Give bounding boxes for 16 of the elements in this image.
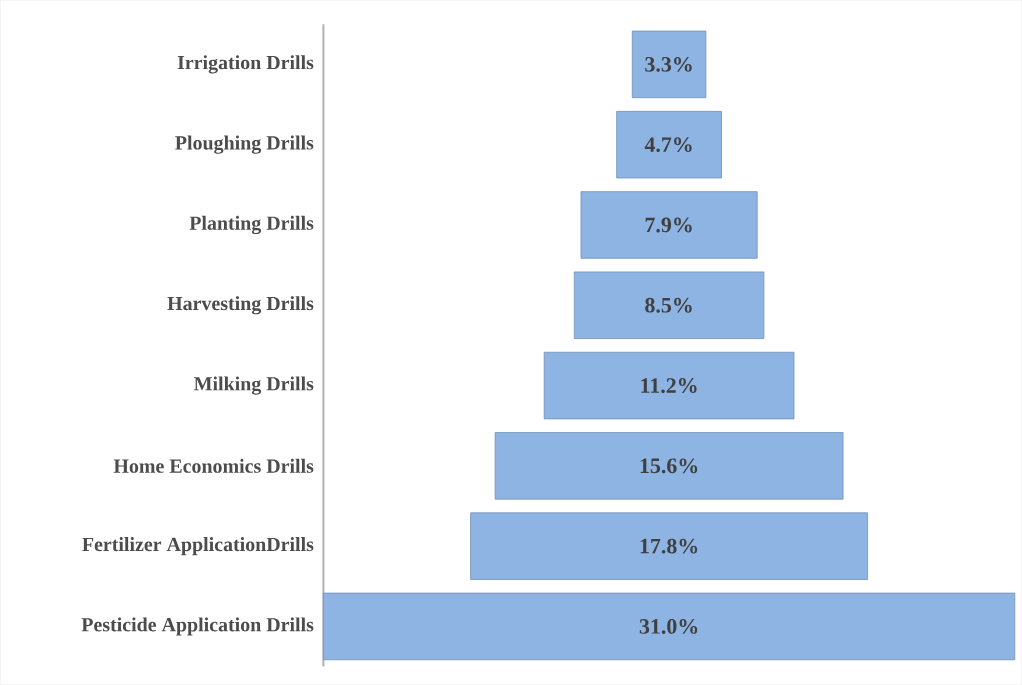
- category-label: Ploughing Drills: [175, 135, 314, 154]
- data-label: 15.6%: [640, 458, 698, 474]
- category-label: Harvesting Drills: [167, 296, 314, 315]
- category-label: Milking Drills: [194, 376, 314, 395]
- category-label: Planting Drills: [189, 215, 314, 235]
- data-label: 8.5%: [645, 297, 692, 313]
- data-label: 11.2%: [641, 378, 697, 394]
- category-label: Irrigation Drills: [177, 55, 314, 74]
- data-label: 4.7%: [644, 137, 692, 153]
- data-label: 3.3%: [645, 57, 692, 72]
- category-label: Pesticide Application Drills: [81, 617, 314, 636]
- data-label: 31.0%: [639, 619, 698, 634]
- data-label: 17.8%: [640, 538, 698, 554]
- category-label: Fertilizer ApplicationDrills: [82, 537, 314, 556]
- data-label: 7.9%: [645, 217, 692, 233]
- category-label: Home Economics Drills: [113, 458, 314, 473]
